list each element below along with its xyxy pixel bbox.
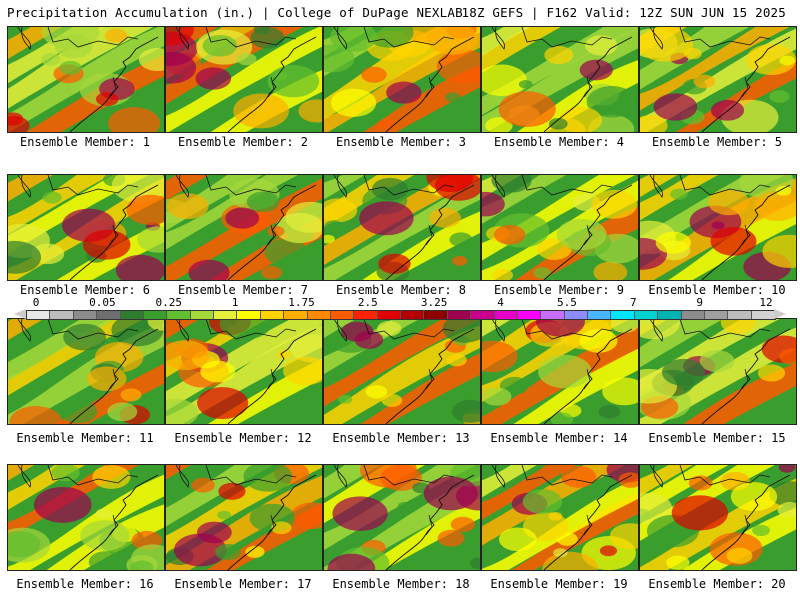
legend-swatch <box>330 311 355 319</box>
ensemble-member-label: Ensemble Member: 5 <box>651 135 783 149</box>
ensemble-member-label: Ensemble Member: 17 <box>174 577 312 591</box>
legend-swatch <box>634 311 659 319</box>
ensemble-member-map <box>481 26 639 133</box>
ensemble-member-label: Ensemble Member: 14 <box>490 431 628 445</box>
header-title: Precipitation Accumulation (in.) | Colle… <box>7 5 463 20</box>
legend-swatch <box>120 311 144 319</box>
legend-left-arrow <box>14 309 26 319</box>
ensemble-member-map <box>165 464 323 571</box>
legend-tick-label: 1.75 <box>288 296 315 309</box>
legend-tick-label: 0.25 <box>155 296 182 309</box>
legend-swatch <box>588 311 612 319</box>
ensemble-member-label: Ensemble Member: 7 <box>177 283 309 297</box>
ensemble-member-map <box>639 26 797 133</box>
ensemble-member-label: Ensemble Member: 1 <box>19 135 151 149</box>
legend-swatch <box>704 311 729 319</box>
legend-swatch <box>307 311 331 319</box>
ensemble-member-map <box>323 464 481 571</box>
legend-tick-label: 7 <box>629 296 637 309</box>
legend-swatch <box>73 311 98 319</box>
legend-right-arrow <box>774 309 786 319</box>
legend-swatch <box>401 311 425 319</box>
legend-swatch <box>50 311 74 319</box>
ensemble-member-map <box>7 464 165 571</box>
legend-swatch <box>97 311 121 319</box>
ensemble-member-map <box>481 464 639 571</box>
legend-color-bar <box>26 310 776 320</box>
legend-tick-label: 0.05 <box>89 296 116 309</box>
ensemble-member-map <box>165 174 323 281</box>
legend-swatch <box>27 311 51 319</box>
ensemble-member-label: Ensemble Member: 15 <box>648 431 786 445</box>
ensemble-member-label: Ensemble Member: 12 <box>174 431 312 445</box>
legend-swatch <box>447 311 472 319</box>
legend-swatch <box>214 311 238 319</box>
ensemble-member-label: Ensemble Member: 11 <box>16 431 154 445</box>
ensemble-member-label: Ensemble Member: 4 <box>493 135 625 149</box>
legend-swatch <box>611 311 635 319</box>
ensemble-member-map <box>7 318 165 425</box>
legend-swatch <box>260 311 285 319</box>
ensemble-member-label: Ensemble Member: 2 <box>177 135 309 149</box>
legend-swatch <box>681 311 705 319</box>
ensemble-member-map <box>639 464 797 571</box>
legend-tick-label: 9 <box>696 296 703 309</box>
legend-swatch <box>541 311 565 319</box>
ensemble-member-map <box>7 174 165 281</box>
ensemble-member-label: Ensemble Member: 3 <box>335 135 467 149</box>
ensemble-member-map <box>639 318 797 425</box>
legend-swatch <box>167 311 191 319</box>
ensemble-member-label: Ensemble Member: 16 <box>16 577 154 591</box>
legend-swatch <box>728 311 752 319</box>
legend-swatch <box>284 311 308 319</box>
ensemble-member-label: Ensemble Member: 8 <box>335 283 467 297</box>
ensemble-member-label: Ensemble Member: 6 <box>19 283 151 297</box>
legend-swatch <box>494 311 518 319</box>
legend-swatch <box>354 311 378 319</box>
ensemble-member-map <box>323 318 481 425</box>
header-run-info: 18Z GEFS | F162 Valid: 12Z SUN JUN 15 20… <box>461 5 786 20</box>
ensemble-member-label: Ensemble Member: 18 <box>332 577 470 591</box>
ensemble-member-map <box>165 318 323 425</box>
ensemble-member-map <box>323 174 481 281</box>
legend-tick-label: 12 <box>759 296 773 309</box>
legend-tick-label: 3.25 <box>420 296 448 309</box>
ensemble-member-label: Ensemble Member: 10 <box>648 283 786 297</box>
legend-swatch <box>471 311 495 319</box>
legend-tick-label: 1 <box>231 296 239 309</box>
ensemble-member-map <box>639 174 797 281</box>
legend-swatch <box>751 311 775 319</box>
ensemble-member-map <box>7 26 165 133</box>
ensemble-member-map <box>323 26 481 133</box>
legend-tick-label: 5.5 <box>556 296 577 309</box>
legend-swatch <box>658 311 682 319</box>
ensemble-member-map <box>165 26 323 133</box>
legend-swatch <box>190 311 214 319</box>
ensemble-member-label: Ensemble Member: 9 <box>493 283 625 297</box>
legend-swatch <box>237 311 261 319</box>
legend-swatch <box>143 311 168 319</box>
legend-swatch <box>424 311 448 319</box>
legend-swatch <box>377 311 401 319</box>
legend-tick-label: 4 <box>497 296 504 309</box>
ensemble-member-label: Ensemble Member: 20 <box>648 577 786 591</box>
ensemble-member-map <box>481 318 639 425</box>
ensemble-member-label: Ensemble Member: 19 <box>490 577 628 591</box>
legend-swatch <box>564 311 588 319</box>
legend-swatch <box>517 311 542 319</box>
ensemble-member-map <box>481 174 639 281</box>
precip-color-legend: 0 0.05 0.25 1 1.75 2.5 3.25 4 5.5 7 9 12 <box>14 296 786 326</box>
ensemble-member-label: Ensemble Member: 13 <box>332 431 470 445</box>
legend-tick-label: 0 <box>32 296 40 309</box>
legend-tick-label: 2.5 <box>357 296 378 309</box>
